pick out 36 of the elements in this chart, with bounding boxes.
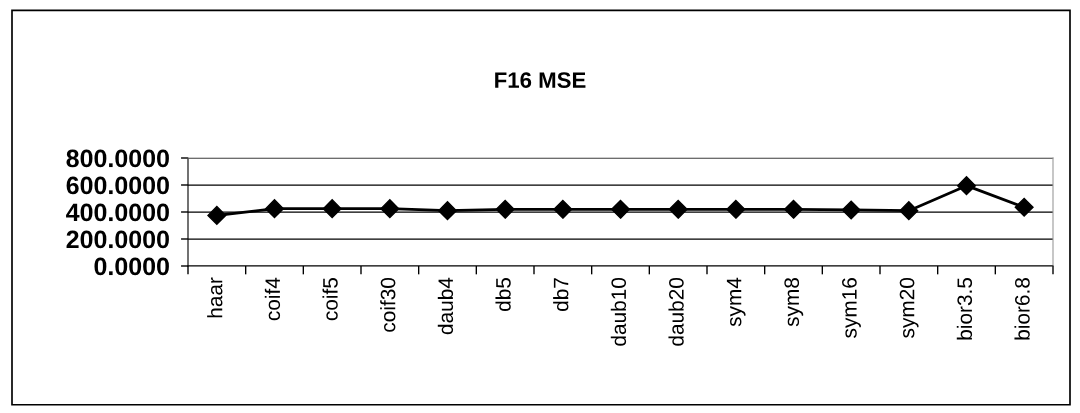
point xyxy=(207,205,227,225)
point xyxy=(1014,197,1034,217)
x-tick-label: bior3.5 xyxy=(956,277,973,340)
x-tick-label: coif4 xyxy=(264,277,281,321)
point xyxy=(956,176,977,196)
point xyxy=(726,199,746,219)
point xyxy=(380,199,400,219)
point xyxy=(322,199,342,219)
y-tick-label: 600.0000 xyxy=(66,176,169,195)
x-tick-label: coif30 xyxy=(380,277,396,332)
point xyxy=(437,201,458,221)
x-tick-label: daub10 xyxy=(610,277,627,346)
y-tick-label: 0.0000 xyxy=(94,257,169,276)
x-tick-label: bior6.8 xyxy=(1014,278,1030,340)
x-tick-label: db7 xyxy=(553,278,569,311)
point xyxy=(553,199,573,219)
point xyxy=(899,201,919,221)
point xyxy=(783,199,804,219)
x-tick-label: haar xyxy=(207,277,223,318)
x-tick-label: coif5 xyxy=(322,277,338,321)
x-tick-label: daub4 xyxy=(437,277,454,335)
point xyxy=(841,200,861,220)
point xyxy=(668,199,688,219)
chart-title: F16 MSE xyxy=(495,72,586,88)
x-tick-label: sym16 xyxy=(842,278,861,338)
x-tick-label: daub20 xyxy=(668,277,684,346)
point xyxy=(610,199,631,219)
x-tick-label: sym20 xyxy=(899,277,919,338)
x-tick-label: sym8 xyxy=(784,278,804,327)
point xyxy=(264,199,285,219)
x-tick-label: db5 xyxy=(495,277,511,311)
y-tick-label: 200.0000 xyxy=(66,230,169,249)
y-tick-label: 400.0000 xyxy=(66,203,169,222)
point xyxy=(495,199,515,219)
y-tick-label: 800.0000 xyxy=(66,149,169,168)
x-tick-label: sym4 xyxy=(726,277,746,327)
